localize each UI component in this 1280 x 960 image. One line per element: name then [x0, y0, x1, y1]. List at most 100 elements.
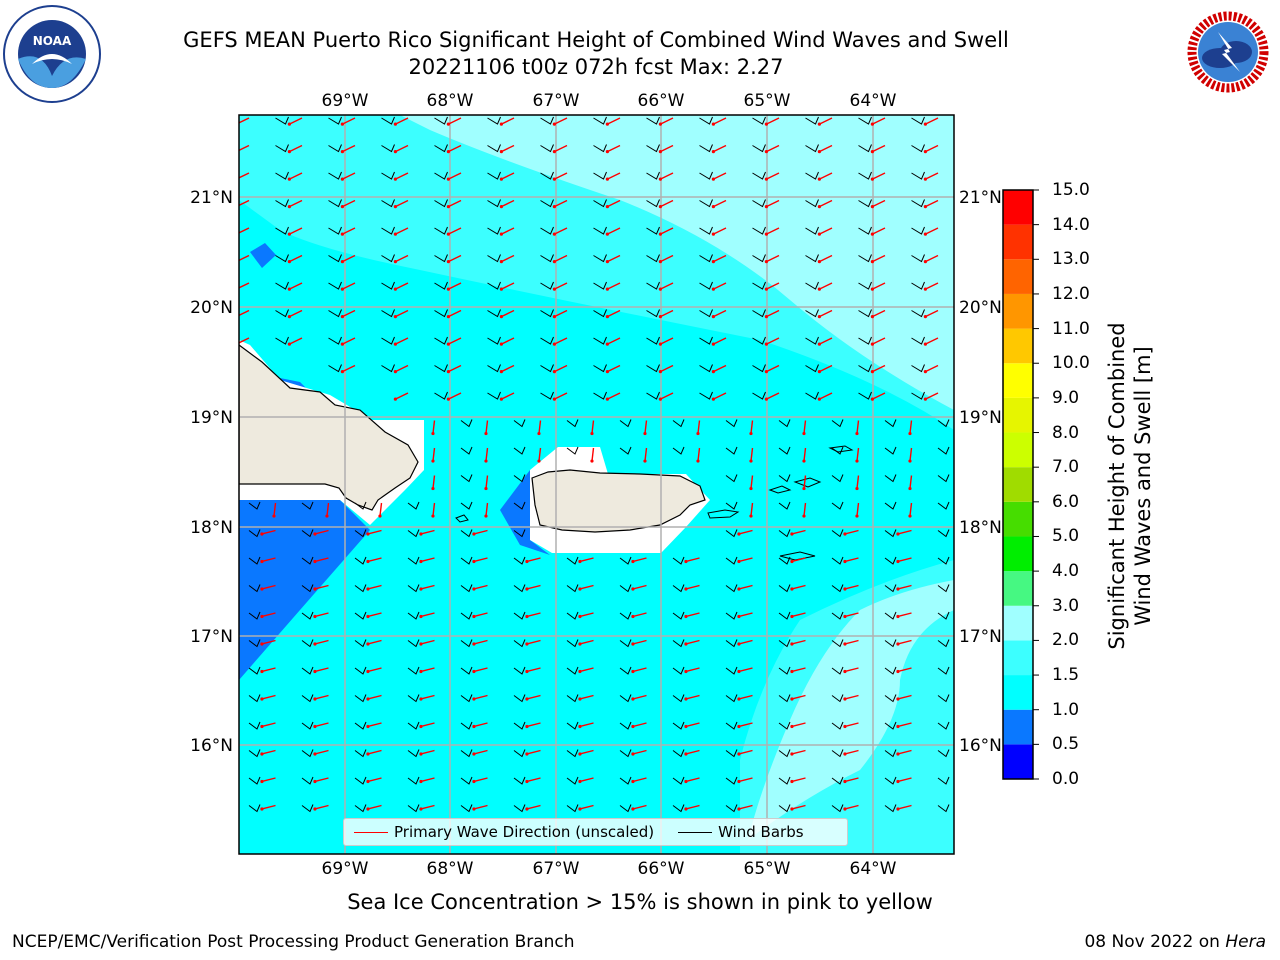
wave-direction-arrow: [819, 392, 833, 400]
wave-direction-arrow: [579, 667, 594, 673]
wind-barb: [328, 144, 342, 153]
wave-direction-arrow: [501, 199, 515, 208]
colorbar-swatch: [1003, 709, 1033, 745]
wind-barb: [566, 556, 579, 565]
wave-arrow-head: [419, 724, 423, 729]
wave-direction-arrow: [289, 172, 303, 180]
wave-direction-arrow: [579, 612, 594, 618]
wave-arrow-head: [855, 486, 859, 491]
wave-direction-arrow: [897, 722, 912, 728]
wave-arrow-head: [313, 532, 317, 536]
wind-barb: [354, 721, 367, 730]
wave-arrow-head: [764, 149, 768, 154]
wind-barb: [725, 501, 738, 510]
wave-direction-arrow: [607, 227, 621, 235]
wind-barb: [831, 694, 844, 703]
wave-direction-arrow: [766, 117, 780, 125]
wind-barb: [884, 749, 897, 758]
wind-barb: [381, 171, 395, 180]
wave-arrow-head: [658, 259, 662, 264]
wave-arrow-head: [870, 204, 874, 209]
wind-barb: [831, 776, 844, 785]
wind-barb: [752, 116, 766, 125]
wave-direction-arrow: [501, 227, 515, 235]
wave-direction-arrow: [342, 199, 356, 208]
wave-arrow-head: [764, 122, 768, 126]
wind-barb: [328, 336, 342, 345]
wave-arrow-head: [711, 259, 715, 264]
wave-arrow-head: [790, 752, 794, 756]
wave-arrow-head: [764, 232, 768, 236]
wave-arrow-head: [393, 259, 397, 264]
wave-direction-arrow: [738, 584, 753, 590]
wave-arrow-head: [764, 259, 768, 264]
wave-arrow-head: [525, 807, 529, 811]
wave-arrow-head: [696, 431, 700, 436]
wave-arrow-head: [843, 807, 847, 811]
wind-barb: [778, 419, 791, 428]
wave-arrow-head: [923, 149, 927, 154]
wave-arrow-head: [419, 752, 423, 756]
wind-barb: [487, 116, 501, 125]
wave-direction-arrow: [395, 337, 409, 345]
lat-label-right: 16°N: [959, 736, 1002, 756]
wave-direction-arrow: [342, 172, 356, 180]
wave-band-high-southeast: [748, 580, 954, 840]
wave-direction-arrow: [261, 667, 276, 673]
wave-arrow-head: [313, 614, 317, 619]
wave-direction-arrow: [239, 199, 250, 207]
wave-direction-arrow: [713, 227, 727, 235]
wave-arrow-head: [525, 697, 529, 701]
wave-arrow-head: [393, 397, 397, 401]
wave-arrow-head: [552, 342, 556, 346]
wind-barb: [725, 446, 738, 455]
wave-arrow-head: [578, 697, 582, 701]
wave-arrow-head: [817, 314, 821, 319]
wave-direction-arrow: [395, 117, 409, 125]
wave-arrow-head: [393, 232, 397, 236]
wave-direction-arrow: [554, 144, 568, 153]
wave-direction-arrow: [501, 282, 515, 290]
wave-arrow-head: [393, 314, 397, 319]
wave-direction-arrow: [448, 144, 462, 153]
wind-barb: [672, 804, 685, 813]
wave-direction-arrow: [685, 557, 700, 563]
wave-arrow-head: [446, 369, 450, 374]
calm-sea-patch: [250, 243, 276, 268]
wind-barb: [566, 611, 579, 620]
wave-arrow-head: [605, 149, 609, 154]
wave-direction-arrow: [326, 502, 330, 517]
wind-barb: [911, 281, 925, 290]
wind-barb: [831, 611, 844, 620]
wave-direction-arrow: [395, 199, 409, 208]
wave-direction-arrow: [897, 804, 912, 810]
wave-arrow-head: [537, 431, 541, 436]
wave-direction-arrow: [872, 309, 886, 318]
wave-arrow-head: [658, 204, 662, 209]
wave-direction-arrow: [632, 777, 647, 783]
wave-direction-arrow: [897, 777, 912, 783]
wind-barb: [619, 584, 632, 593]
wave-arrow-head: [817, 397, 821, 401]
wind-barb: [513, 584, 526, 593]
wave-direction-arrow: [526, 722, 541, 728]
wind-barb: [699, 254, 713, 263]
wave-arrow-head: [313, 807, 317, 811]
wave-direction-arrow: [239, 172, 250, 179]
wave-arrow-head: [843, 697, 847, 701]
wave-arrow-head: [525, 752, 529, 756]
wave-direction-arrow: [897, 639, 912, 645]
wave-arrow-head: [817, 149, 821, 154]
wave-direction-arrow: [261, 584, 276, 590]
wave-direction-arrow: [685, 612, 700, 618]
wave-direction-arrow: [289, 282, 303, 290]
wave-arrow-head: [923, 204, 927, 209]
wind-barb: [407, 556, 420, 565]
wave-arrow-head: [552, 204, 556, 209]
wave-direction-arrow: [897, 557, 912, 563]
wave-arrow-head: [552, 122, 556, 126]
wave-direction-arrow: [607, 254, 621, 263]
wind-barb: [354, 556, 367, 565]
wave-arrow-head: [870, 259, 874, 264]
wind-barb: [354, 529, 367, 538]
